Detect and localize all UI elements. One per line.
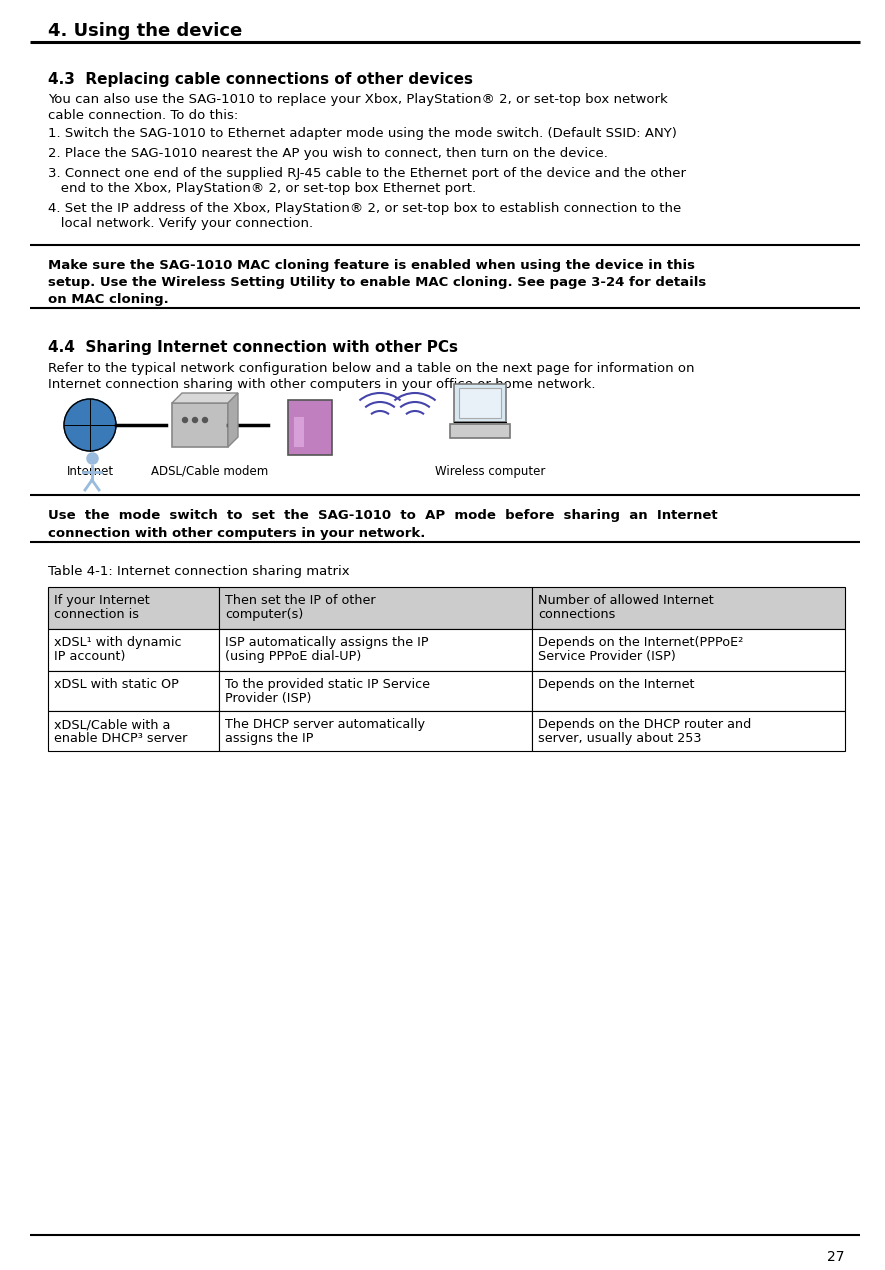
Bar — [48, 629, 219, 671]
Text: Depends on the Internet(PPPoE²: Depends on the Internet(PPPoE² — [538, 636, 743, 649]
Bar — [532, 587, 845, 629]
Text: xDSL¹ with dynamic: xDSL¹ with dynamic — [54, 636, 181, 649]
Text: on MAC cloning.: on MAC cloning. — [48, 293, 169, 306]
Text: connection is: connection is — [54, 608, 139, 621]
Text: The DHCP server automatically: The DHCP server automatically — [226, 718, 426, 732]
Text: local network. Verify your connection.: local network. Verify your connection. — [48, 217, 313, 230]
Text: Provider (ISP): Provider (ISP) — [226, 692, 312, 705]
Bar — [459, 389, 501, 418]
Text: 4. Using the device: 4. Using the device — [48, 22, 242, 39]
Bar — [219, 629, 532, 671]
Text: Internet connection sharing with other computers in your office or home network.: Internet connection sharing with other c… — [48, 378, 596, 391]
Text: IP account): IP account) — [54, 650, 126, 663]
Text: 27: 27 — [827, 1250, 845, 1264]
Text: Table 4-1: Internet connection sharing matrix: Table 4-1: Internet connection sharing m… — [48, 565, 350, 578]
Circle shape — [64, 399, 116, 451]
Text: connections: connections — [538, 608, 615, 621]
Text: ADSL/Cable modem: ADSL/Cable modem — [151, 465, 269, 478]
Text: If your Internet: If your Internet — [54, 594, 150, 607]
Text: Number of allowed Internet: Number of allowed Internet — [538, 594, 713, 607]
Text: xDSL/Cable with a: xDSL/Cable with a — [54, 718, 171, 732]
Bar — [48, 711, 219, 751]
Text: setup. Use the Wireless Setting Utility to enable MAC cloning. See page 3-24 for: setup. Use the Wireless Setting Utility … — [48, 276, 706, 290]
Text: Refer to the typical network configuration below and a table on the next page fo: Refer to the typical network configurati… — [48, 362, 695, 375]
Bar — [450, 424, 510, 438]
Text: computer(s): computer(s) — [226, 608, 304, 621]
Text: Wireless computer: Wireless computer — [435, 465, 545, 478]
Bar — [219, 711, 532, 751]
Text: end to the Xbox, PlayStation® 2, or set-top box Ethernet port.: end to the Xbox, PlayStation® 2, or set-… — [48, 182, 476, 196]
Text: 4.3  Replacing cable connections of other devices: 4.3 Replacing cable connections of other… — [48, 72, 473, 88]
Bar — [219, 671, 532, 711]
Text: enable DHCP³ server: enable DHCP³ server — [54, 732, 188, 745]
Text: cable connection. To do this:: cable connection. To do this: — [48, 109, 238, 122]
Text: (using PPPoE dial-UP): (using PPPoE dial-UP) — [226, 650, 362, 663]
Circle shape — [203, 418, 207, 423]
Circle shape — [182, 418, 188, 423]
Text: You can also use the SAG-1010 to replace your Xbox, PlayStation® 2, or set-top b: You can also use the SAG-1010 to replace… — [48, 93, 668, 105]
Circle shape — [193, 418, 197, 423]
Bar — [219, 587, 532, 629]
Text: xDSL with static OP: xDSL with static OP — [54, 678, 179, 691]
Bar — [48, 671, 219, 711]
Text: Depends on the DHCP router and: Depends on the DHCP router and — [538, 718, 751, 732]
Bar — [532, 671, 845, 711]
Bar — [294, 417, 304, 447]
Text: Depends on the Internet: Depends on the Internet — [538, 678, 694, 691]
Bar — [172, 403, 228, 447]
Text: Use  the  mode  switch  to  set  the  SAG-1010  to  AP  mode  before  sharing  a: Use the mode switch to set the SAG-1010 … — [48, 509, 718, 522]
Bar — [454, 384, 506, 422]
Text: server, usually about 253: server, usually about 253 — [538, 732, 701, 745]
Text: 2. Place the SAG-1010 nearest the AP you wish to connect, then turn on the devic: 2. Place the SAG-1010 nearest the AP you… — [48, 147, 608, 160]
Bar — [532, 711, 845, 751]
Polygon shape — [228, 392, 238, 447]
Text: Make sure the SAG-1010 MAC cloning feature is enabled when using the device in t: Make sure the SAG-1010 MAC cloning featu… — [48, 259, 695, 272]
Text: assigns the IP: assigns the IP — [226, 732, 314, 745]
Polygon shape — [172, 392, 238, 403]
Text: 3. Connect one end of the supplied RJ-45 cable to the Ethernet port of the devic: 3. Connect one end of the supplied RJ-45… — [48, 166, 686, 180]
Text: 1. Switch the SAG-1010 to Ethernet adapter mode using the mode switch. (Default : 1. Switch the SAG-1010 to Ethernet adapt… — [48, 127, 677, 140]
Text: ISP automatically assigns the IP: ISP automatically assigns the IP — [226, 636, 429, 649]
Text: Internet: Internet — [66, 465, 113, 478]
Text: 4.4  Sharing Internet connection with other PCs: 4.4 Sharing Internet connection with oth… — [48, 340, 458, 356]
Text: connection with other computers in your network.: connection with other computers in your … — [48, 527, 426, 540]
Bar — [48, 587, 219, 629]
Text: 4. Set the IP address of the Xbox, PlayStation® 2, or set-top box to establish c: 4. Set the IP address of the Xbox, PlayS… — [48, 202, 681, 215]
Text: To the provided static IP Service: To the provided static IP Service — [226, 678, 430, 691]
Bar — [288, 400, 332, 455]
Text: Then set the IP of other: Then set the IP of other — [226, 594, 376, 607]
Text: Service Provider (ISP): Service Provider (ISP) — [538, 650, 675, 663]
Bar — [532, 629, 845, 671]
